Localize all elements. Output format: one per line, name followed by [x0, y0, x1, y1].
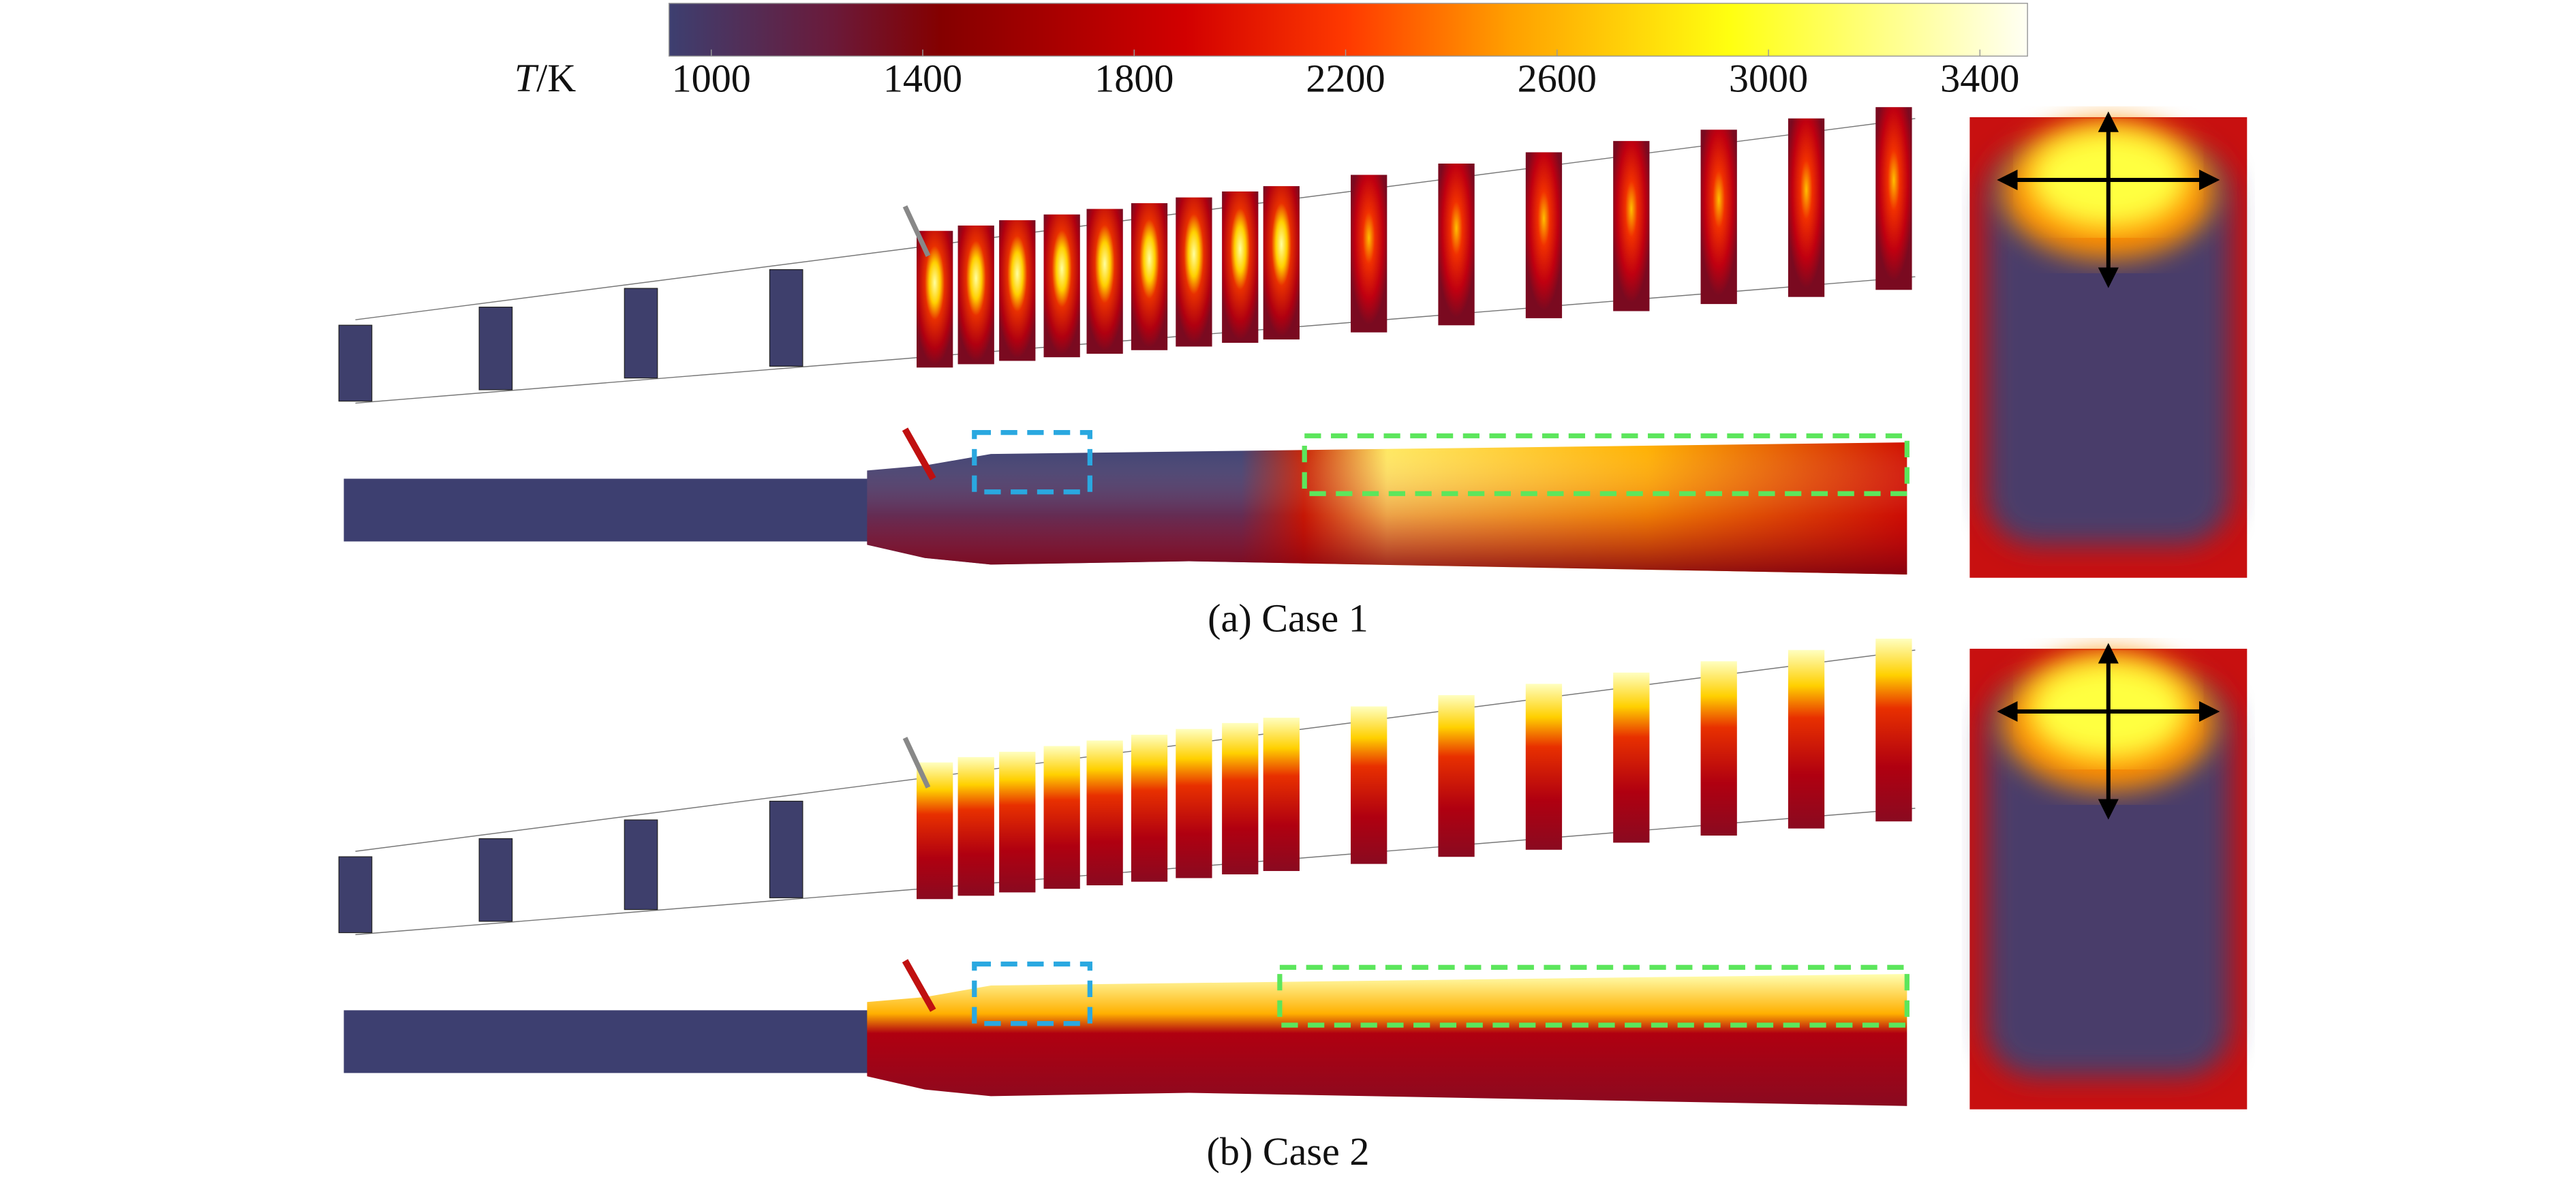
tick-label: 1000 [672, 56, 751, 100]
colorbar [668, 3, 2028, 57]
slice [917, 762, 953, 900]
cross-core [1986, 148, 2231, 545]
slice [1788, 649, 1825, 829]
slice [1525, 152, 1563, 318]
slice [478, 838, 513, 922]
slice [1222, 191, 1259, 343]
body [343, 1010, 971, 1073]
body [343, 478, 971, 542]
slice [1788, 118, 1825, 297]
slice [769, 269, 803, 367]
slice [917, 230, 953, 368]
slice [624, 288, 658, 379]
case-panel [338, 639, 2248, 1110]
slice [1043, 746, 1080, 889]
slice [1086, 209, 1123, 354]
slice [338, 856, 373, 934]
body [867, 974, 1907, 1106]
tick-label: 1400 [883, 56, 962, 100]
tick-label: 3400 [1940, 56, 2019, 100]
slice [1263, 186, 1300, 340]
injector [902, 959, 936, 1012]
colorbar-label: T/K [515, 56, 576, 100]
tick-label: 1800 [1094, 56, 1174, 100]
tick-label: 3000 [1729, 56, 1808, 100]
tick-label: 2200 [1306, 56, 1385, 100]
injector [902, 427, 936, 480]
slice [1043, 214, 1080, 358]
slice [1438, 164, 1475, 326]
label-unit: /K [536, 56, 576, 100]
slice [1176, 729, 1212, 878]
zoom-box [1302, 433, 1910, 496]
body-shade [867, 442, 1907, 575]
slice [1222, 722, 1259, 874]
slice [1875, 639, 1912, 822]
slice [1700, 129, 1737, 305]
slice [624, 819, 658, 911]
slice [1131, 735, 1168, 882]
slice [338, 324, 373, 402]
injector [902, 737, 931, 789]
slice [478, 307, 513, 391]
caption: (b) Case 2 [1207, 1129, 1370, 1174]
caption: (a) Case 1 [1208, 596, 1368, 640]
slice [1613, 140, 1650, 311]
slice [1131, 203, 1168, 350]
slice [1700, 661, 1737, 836]
slice [769, 800, 803, 898]
slice [1176, 197, 1212, 347]
label-symbol: T [515, 56, 539, 100]
tick-label: 2600 [1518, 56, 1597, 100]
case-panel [338, 107, 2248, 578]
zoom-box [972, 961, 1092, 1026]
slice [1875, 107, 1912, 290]
cross-core [1986, 679, 2231, 1077]
slice [1613, 672, 1650, 843]
zoom-box [972, 429, 1092, 495]
slice [1525, 684, 1563, 850]
slice [957, 756, 994, 896]
slice [1351, 706, 1387, 864]
slice [1263, 718, 1300, 872]
slice [999, 752, 1036, 893]
slice [1438, 694, 1475, 857]
slice [957, 225, 994, 365]
injector [902, 205, 931, 257]
slice [1351, 174, 1387, 333]
slice [1086, 740, 1123, 886]
slice [999, 220, 1036, 361]
